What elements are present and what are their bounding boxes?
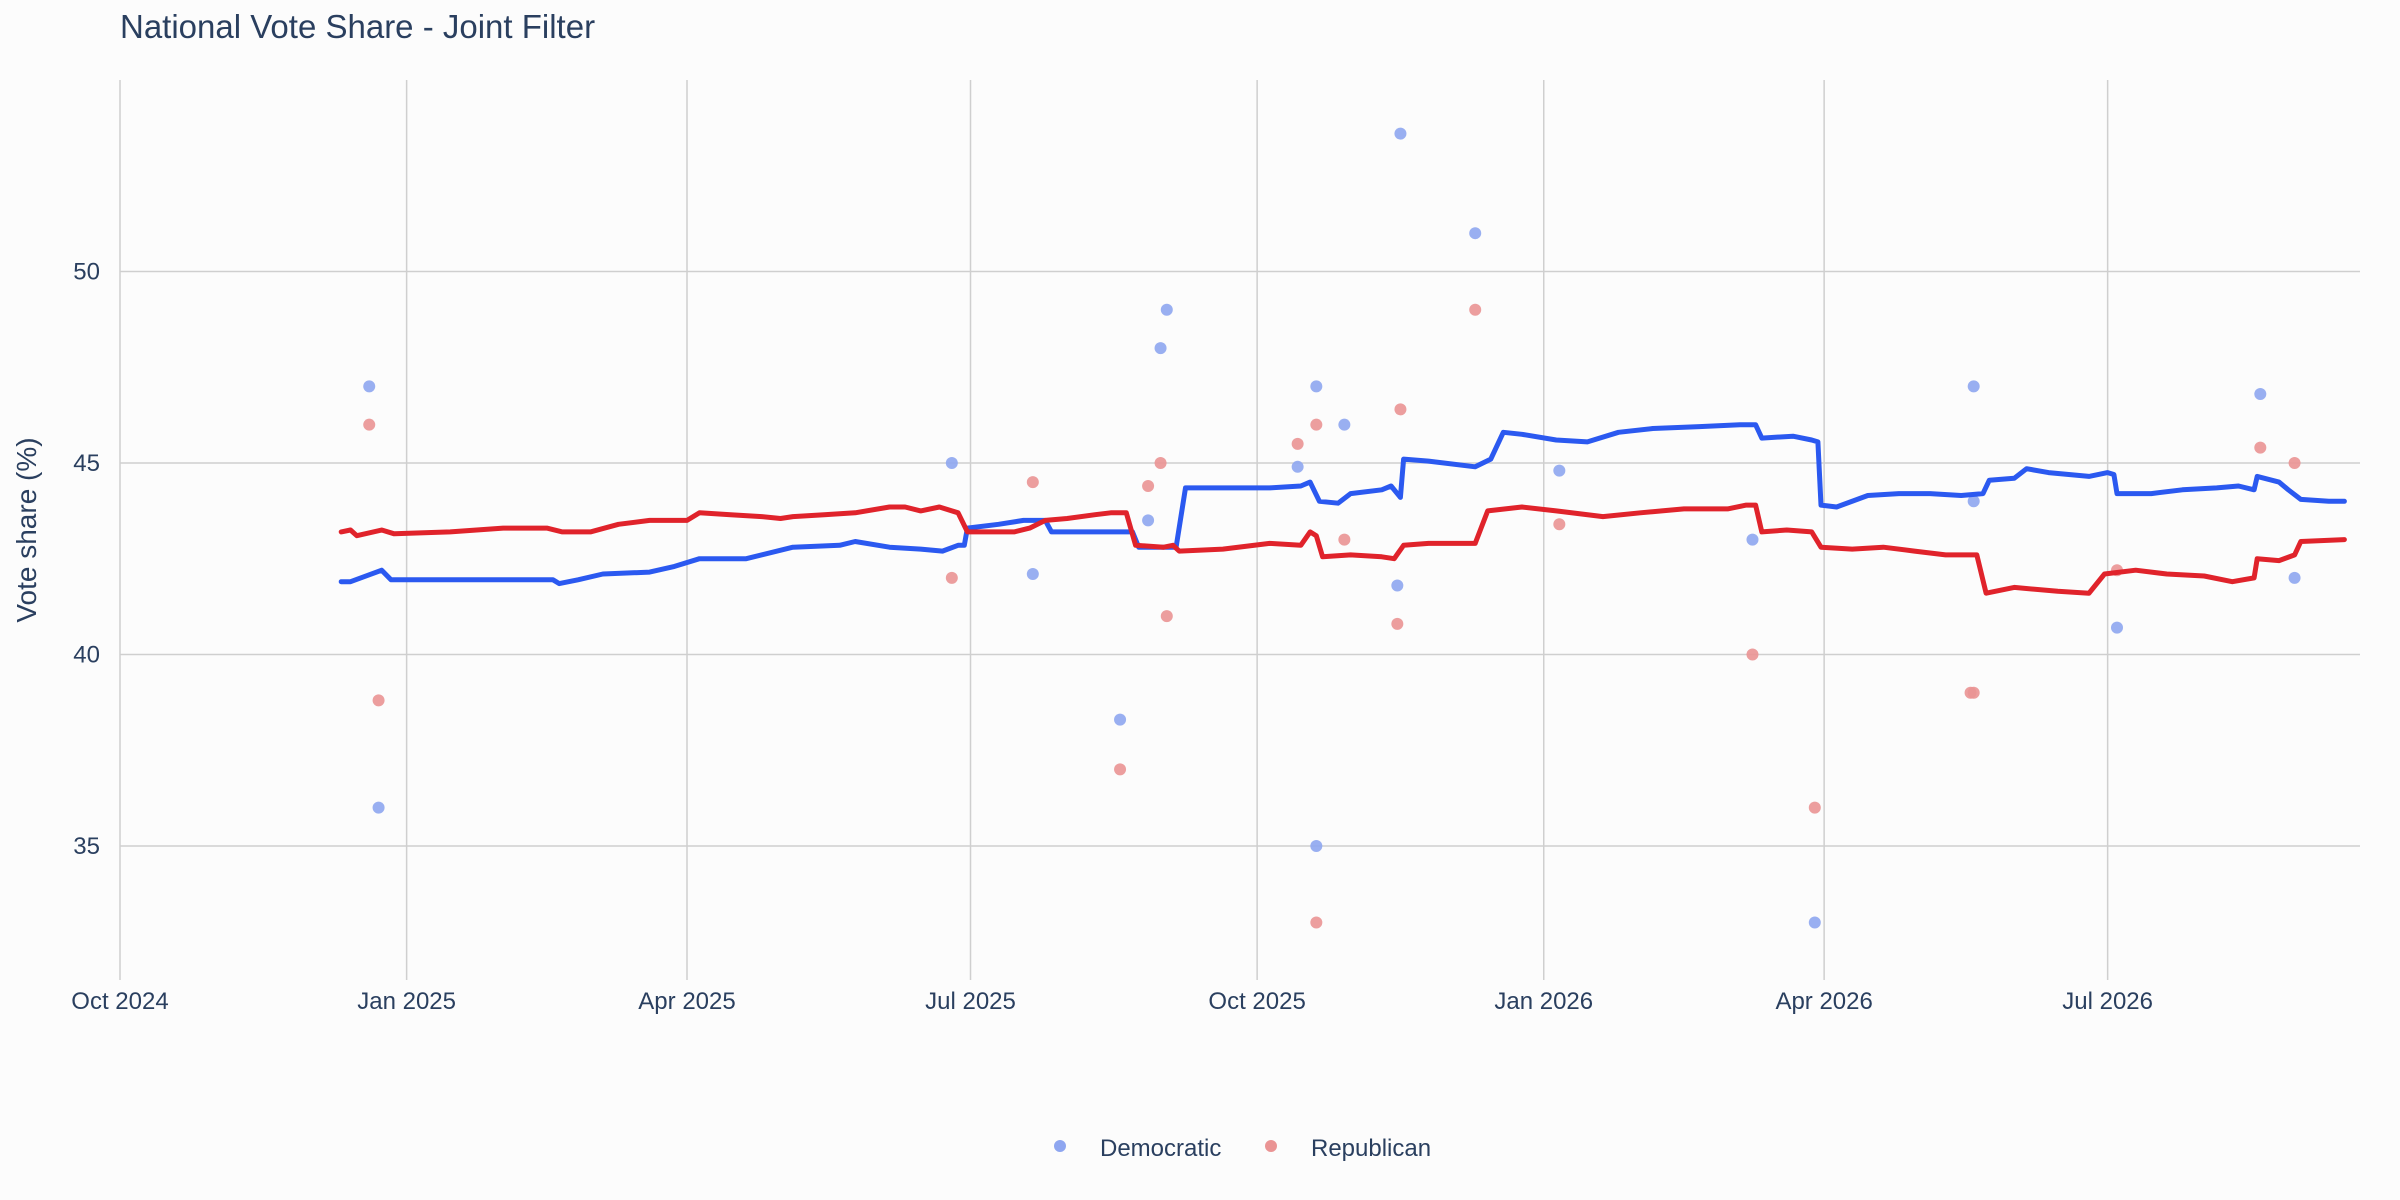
democratic-poll-point: [1967, 495, 1980, 508]
legend-label-republican: Republican: [1311, 1135, 1431, 1162]
x-axis-ticks: Oct 2024 Jan 2025 Apr 2025 Jul 2025 Oct 2025…: [71, 988, 2153, 1015]
legend-item-democratic[interactable]: Democratic: [1054, 1135, 1221, 1162]
democratic-poll-point: [1114, 713, 1127, 726]
democratic-poll-point: [1026, 568, 1039, 581]
x-tick-label: Jan 2025: [357, 988, 456, 1015]
democratic-poll-point: [1746, 533, 1759, 546]
democratic-poll-point: [1160, 303, 1173, 316]
y-tick-label: 45: [73, 450, 100, 477]
y-tick-label: 35: [73, 833, 100, 860]
republican-poll-point: [1114, 763, 1127, 776]
republican-poll-point: [1394, 403, 1407, 416]
republican-poll-point: [1310, 418, 1323, 431]
poll-markers: [363, 127, 2301, 929]
democratic-poll-point: [1391, 579, 1404, 592]
republican-poll-point: [1338, 533, 1351, 546]
republican-poll-point: [945, 571, 958, 584]
republican-poll-point: [1553, 518, 1566, 531]
legend-marker-republican: [1265, 1140, 1277, 1152]
democratic-poll-point: [1310, 380, 1323, 393]
republican-poll-point: [1026, 476, 1039, 489]
democratic-poll-point: [1338, 418, 1351, 431]
democratic-poll-point: [2254, 388, 2267, 401]
y-axis-title: Vote share (%): [11, 437, 42, 622]
republican-poll-point: [2288, 456, 2301, 469]
republican-poll-point: [2254, 441, 2267, 454]
democratic-poll-point: [1394, 127, 1407, 140]
republican-poll-point: [1142, 479, 1155, 492]
democratic-poll-point: [1553, 464, 1566, 477]
democratic-poll-point: [1967, 380, 1980, 393]
democratic-poll-point: [372, 801, 385, 814]
republican-poll-point: [1160, 610, 1173, 623]
x-tick-label: Jan 2026: [1494, 988, 1593, 1015]
legend[interactable]: Democratic Republican: [1054, 1135, 1431, 1162]
x-tick-label: Oct 2025: [1208, 988, 1305, 1015]
y-axis-ticks: 35 40 45 50: [73, 258, 100, 859]
y-tick-label: 50: [73, 258, 100, 285]
democratic-poll-point: [1291, 460, 1304, 473]
republican-poll-point: [363, 418, 376, 431]
x-tick-label: Jul 2025: [925, 988, 1016, 1015]
chart-title: National Vote Share - Joint Filter: [120, 8, 596, 45]
democratic-poll-point: [1808, 916, 1821, 929]
republican-poll-point: [372, 694, 385, 707]
democratic-poll-point: [1469, 227, 1482, 240]
republican-trend-line: [338, 502, 2347, 596]
democratic-poll-point: [2288, 571, 2301, 584]
x-tick-label: Oct 2024: [71, 988, 168, 1015]
grid: [119, 80, 2360, 980]
x-tick-label: Apr 2025: [638, 988, 735, 1015]
x-tick-label: Apr 2026: [1775, 988, 1872, 1015]
democratic-poll-point: [363, 380, 376, 393]
democratic-poll-point: [2110, 621, 2123, 634]
republican-poll-point: [1746, 648, 1759, 661]
republican-poll-point: [1291, 437, 1304, 450]
democratic-trend-line: [338, 422, 2347, 587]
x-tick-label: Jul 2026: [2062, 988, 2153, 1015]
republican-poll-point: [1808, 801, 1821, 814]
democratic-poll-point: [1154, 342, 1167, 355]
y-tick-label: 40: [73, 641, 100, 668]
democratic-poll-point: [945, 456, 958, 469]
republican-poll-point: [1967, 686, 1980, 699]
republican-poll-point: [1310, 916, 1323, 929]
legend-marker-democratic: [1054, 1140, 1066, 1152]
trend-lines: [338, 422, 2347, 596]
democratic-poll-point: [1142, 514, 1155, 527]
republican-poll-point: [1391, 617, 1404, 630]
legend-label-democratic: Democratic: [1100, 1135, 1221, 1162]
democratic-poll-point: [1310, 839, 1323, 852]
republican-poll-point: [1154, 456, 1167, 469]
republican-poll-point: [1469, 303, 1482, 316]
legend-item-republican[interactable]: Republican: [1265, 1135, 1431, 1162]
